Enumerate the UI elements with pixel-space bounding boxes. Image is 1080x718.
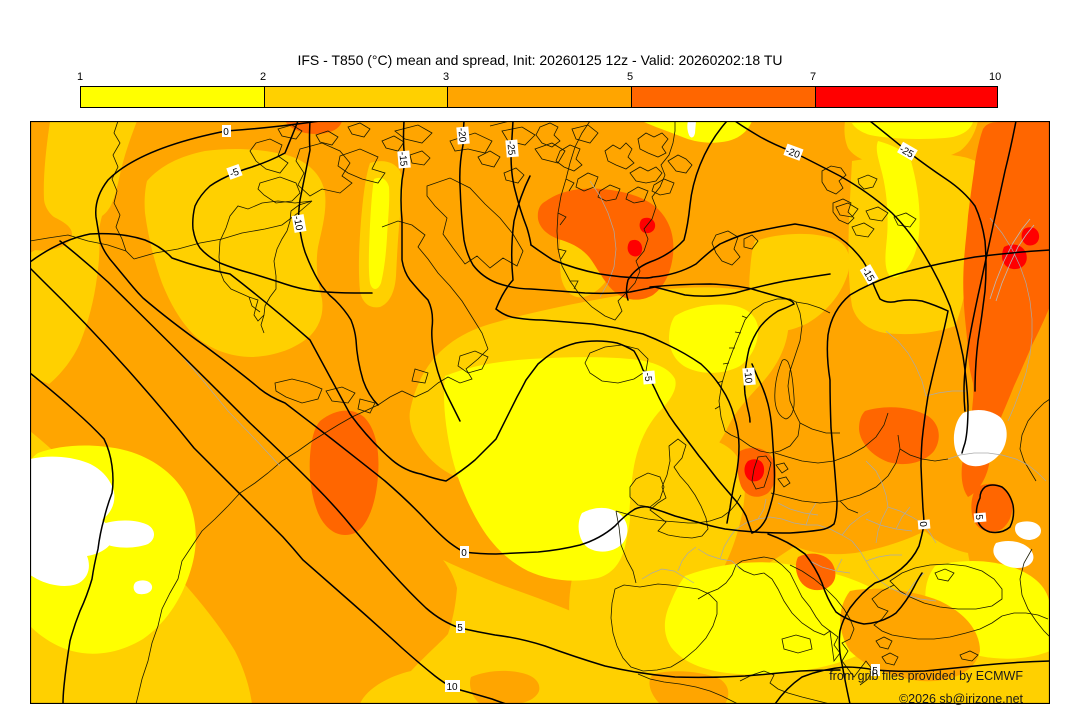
svg-text:-20: -20 [455, 127, 467, 143]
svg-text:-5: -5 [228, 167, 241, 181]
svg-text:0: 0 [917, 521, 928, 528]
svg-text:-10: -10 [291, 215, 304, 232]
svg-text:10: 10 [446, 682, 458, 693]
svg-text:-20: -20 [784, 146, 802, 161]
svg-text:5: 5 [872, 666, 878, 677]
svg-text:5: 5 [457, 623, 463, 634]
svg-text:5: 5 [973, 514, 984, 521]
svg-text:-25: -25 [504, 140, 516, 156]
svg-text:-10: -10 [741, 368, 753, 384]
svg-text:0: 0 [223, 127, 229, 138]
svg-text:-5: -5 [642, 372, 654, 382]
svg-text:-15: -15 [396, 151, 408, 167]
svg-text:0: 0 [461, 548, 467, 559]
